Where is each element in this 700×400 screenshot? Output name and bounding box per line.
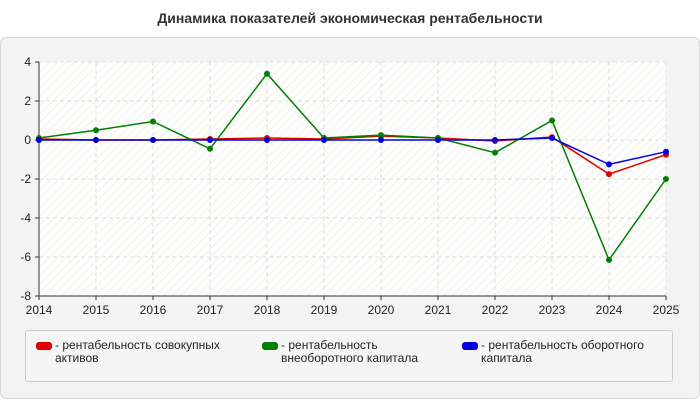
series-3-point: [207, 137, 213, 143]
series-2-point: [207, 145, 213, 152]
series-3-point: [435, 137, 441, 143]
chart-title: Динамика показателей экономическая рента…: [157, 10, 543, 26]
y-tick-label: -2: [20, 172, 31, 186]
x-tick-label: 2025: [653, 303, 680, 317]
series-line-3: [39, 137, 667, 166]
series-3-point: [378, 137, 384, 143]
legend-item-2: - рентабельность внеоборотного капитала: [262, 339, 442, 365]
chart-legend: - рентабельность совокупных активов - ре…: [25, 330, 673, 382]
plot-area: [39, 62, 666, 296]
legend-swatch-1: [36, 342, 52, 350]
x-tick-label: 2015: [83, 303, 110, 317]
series-2-point: [549, 117, 555, 124]
x-tick-label: 2020: [368, 303, 395, 317]
series-3-point: [663, 148, 669, 155]
x-tick-label: 2021: [425, 303, 452, 317]
y-tick-label: 0: [24, 133, 31, 147]
series-2-point: [264, 70, 270, 77]
series-2-point: [378, 132, 384, 139]
series-2-point: [606, 256, 612, 263]
legend-swatch-3: [462, 342, 478, 350]
y-tick-label: 2: [24, 94, 31, 108]
x-tick-label: 2017: [197, 303, 224, 317]
series-3-point: [549, 135, 555, 142]
series-line-2: [38, 72, 667, 262]
legend-label-3: - рентабельность оборотного капитала: [481, 338, 644, 365]
legend-item-3: - рентабельность оборотного капитала: [462, 339, 667, 365]
series-3-point: [321, 137, 327, 143]
series-3-point: [36, 137, 42, 143]
series-3-point: [150, 137, 156, 143]
x-tick-label: 2018: [254, 303, 281, 317]
legend-label-2: - рентабельность внеоборотного капитала: [281, 338, 418, 365]
legend-swatch-2: [262, 342, 278, 350]
series-2-point: [492, 149, 498, 156]
legend-item-1: - рентабельность совокупных активов: [36, 339, 241, 365]
y-tick-label: -8: [20, 289, 31, 303]
y-tick-label: -4: [20, 211, 31, 225]
y-tick-label: -6: [20, 250, 31, 264]
series-3-point: [606, 161, 612, 168]
x-tick-label: 2023: [539, 303, 566, 317]
legend-label-1: - рентабельность совокупных активов: [55, 338, 220, 365]
series-2-point: [663, 176, 669, 182]
series-3-point: [264, 137, 270, 143]
x-tick-label: 2019: [311, 303, 338, 317]
x-tick-label: 2014: [26, 303, 53, 317]
x-tick-label: 2024: [596, 303, 623, 317]
x-tick-label: 2022: [482, 303, 509, 317]
series-1-point: [606, 171, 612, 178]
series-2-point: [93, 127, 99, 134]
x-tick-label: 2016: [140, 303, 167, 317]
series-3-point: [492, 137, 498, 143]
series-3-point: [93, 137, 99, 143]
y-tick-label: 4: [24, 55, 31, 69]
series-2-point: [150, 118, 156, 125]
